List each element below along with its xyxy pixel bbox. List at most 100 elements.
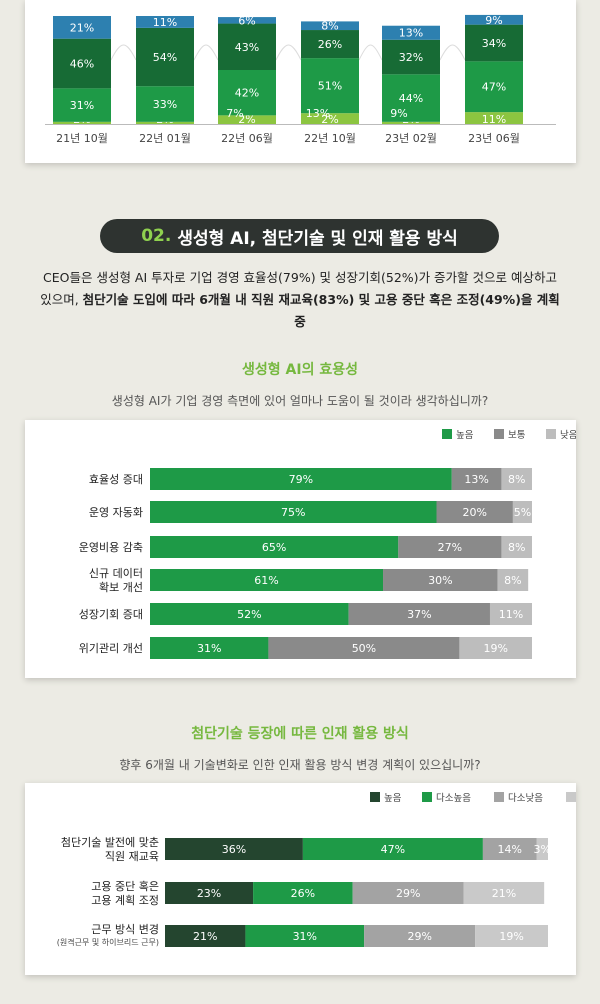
bar-segment bbox=[465, 14, 523, 25]
bar-segment bbox=[150, 501, 437, 523]
bar-value-label: 47% bbox=[381, 843, 405, 856]
bar-value-label: 13% bbox=[399, 27, 423, 40]
bar-segment bbox=[382, 25, 440, 40]
legend-swatch bbox=[566, 792, 576, 802]
bar-value-label: 14% bbox=[497, 843, 521, 856]
bar-segment bbox=[136, 121, 194, 124]
connector-line bbox=[358, 44, 383, 61]
bar-value-label: 5% bbox=[514, 506, 531, 519]
legend-swatch bbox=[494, 792, 504, 802]
bar-value-label: 51% bbox=[318, 80, 342, 93]
bar-segment bbox=[512, 501, 532, 523]
bar-value-label: 21% bbox=[492, 887, 516, 900]
bar-segment bbox=[302, 838, 483, 860]
bar-value-label: 42% bbox=[235, 87, 259, 100]
bar-segment bbox=[459, 637, 532, 659]
bar-segment bbox=[136, 27, 194, 87]
bar-value-label: 31% bbox=[197, 642, 221, 655]
bar-value-label: 8% bbox=[508, 473, 525, 486]
talent-usage-question: 향후 6개월 내 기술변화로 인한 인재 활용 방식 변경 계획이 있으십니까? bbox=[119, 758, 481, 772]
bar-segment bbox=[218, 70, 276, 116]
bar-segment bbox=[475, 925, 548, 947]
bar-value-label: 21% bbox=[70, 21, 94, 34]
bar-segment bbox=[465, 61, 523, 113]
bar-segment bbox=[501, 536, 532, 558]
bar-segment bbox=[382, 39, 440, 75]
bar-segment bbox=[364, 925, 476, 947]
bar-value-label: 61% bbox=[254, 574, 278, 587]
section-heading: 02. 생성형 AI, 첨단기술 및 인재 활용 방식 bbox=[100, 219, 499, 253]
bar-segment bbox=[497, 569, 529, 591]
legend-swatch bbox=[546, 429, 556, 439]
bar-segment bbox=[352, 882, 464, 904]
bar-segment bbox=[501, 468, 532, 490]
category-label: 고용 중단 혹은 bbox=[91, 879, 159, 893]
connector-line bbox=[110, 44, 137, 61]
bar-segment bbox=[463, 882, 545, 904]
bar-value-label: 3% bbox=[534, 843, 551, 856]
section-number: 02. bbox=[141, 226, 172, 246]
legend-label: 높음 bbox=[384, 793, 402, 804]
bar-value-label: 13% bbox=[464, 473, 488, 486]
category-label: 고용 계획 조정 bbox=[91, 894, 159, 907]
legend-swatch bbox=[370, 792, 380, 802]
bar-segment bbox=[53, 16, 111, 39]
bar-value-label: 46% bbox=[70, 58, 94, 71]
bar-segment bbox=[150, 536, 399, 558]
category-label: 직원 재교육 bbox=[105, 850, 159, 863]
bar-segment bbox=[150, 468, 452, 490]
bar-segment bbox=[136, 86, 194, 122]
trend-stacked-bar-chart: 2%31%46%21%21년 10월2%33%54%11%22년 01월2%42… bbox=[45, 14, 556, 145]
bar-segment bbox=[165, 882, 254, 904]
bar-value-label: 2% bbox=[321, 113, 338, 126]
x-tick-label: 22년 06월 bbox=[221, 132, 273, 145]
bar-value-label: 8% bbox=[508, 541, 525, 554]
bar-value-label: 8% bbox=[504, 574, 521, 587]
bar-segment bbox=[218, 23, 276, 71]
bar-value-label: 19% bbox=[483, 642, 507, 655]
legend-swatch bbox=[442, 429, 452, 439]
bar-segment bbox=[398, 536, 502, 558]
bar-value-label: 54% bbox=[153, 51, 177, 64]
ai-utility-title: 생성형 AI의 효용성 bbox=[242, 362, 358, 378]
x-tick-label: 22년 10월 bbox=[304, 132, 356, 145]
bar-value-label: 2% bbox=[238, 113, 255, 126]
bar-value-label: 26% bbox=[318, 38, 342, 51]
bar-value-label: 32% bbox=[399, 51, 423, 64]
category-label: 운영비용 감축 bbox=[79, 541, 143, 554]
bar-segment bbox=[245, 925, 365, 947]
bar-value-label: 33% bbox=[153, 98, 177, 111]
category-note: (원격근무 및 하이브리드 근무) bbox=[57, 937, 159, 947]
legend-label: 보통 bbox=[508, 430, 526, 441]
bar-segment bbox=[301, 113, 359, 124]
section-title: 생성형 AI, 첨단기술 및 인재 활용 방식 bbox=[177, 228, 458, 249]
bar-value-label: 29% bbox=[396, 887, 420, 900]
talent-usage-title: 첨단기술 등장에 따른 인재 활용 방식 bbox=[191, 726, 409, 742]
category-label: 근무 방식 변경 bbox=[91, 923, 159, 936]
bar-value-label: 36% bbox=[222, 843, 246, 856]
bar-segment bbox=[301, 30, 359, 59]
connector-line bbox=[439, 44, 466, 61]
legend-swatch bbox=[422, 792, 432, 802]
bar-segment bbox=[465, 112, 523, 124]
bar-segment bbox=[53, 121, 111, 124]
bar-segment bbox=[482, 838, 537, 860]
bar-segment bbox=[382, 121, 440, 124]
category-label: 신규 데이터 bbox=[89, 567, 143, 580]
bar-segment bbox=[218, 17, 276, 24]
bar-segment bbox=[268, 637, 460, 659]
bar-segment bbox=[150, 637, 269, 659]
bar-value-label: 11% bbox=[499, 608, 523, 621]
category-label: 운영 자동화 bbox=[89, 506, 143, 519]
bar-value-label: 6% bbox=[238, 14, 255, 27]
bar-segment bbox=[218, 115, 276, 124]
intro-line-2: 있으며, 첨단기술 도입에 따라 6개월 내 직원 재교육(83%) 및 고용 … bbox=[40, 289, 560, 333]
x-tick-label: 23년 02월 bbox=[385, 132, 437, 145]
category-label: 효율성 증대 bbox=[89, 473, 143, 486]
intro-line-2-prefix: 있으며, bbox=[40, 292, 83, 307]
intro-line-1: CEO들은 생성형 AI 투자로 기업 경영 효율성(79%) 및 성장기회(5… bbox=[43, 270, 557, 285]
bar-value-label: 9% bbox=[485, 14, 502, 27]
bar-segment bbox=[253, 882, 353, 904]
bar-segment bbox=[53, 88, 111, 122]
x-tick-label: 23년 06월 bbox=[468, 132, 520, 145]
